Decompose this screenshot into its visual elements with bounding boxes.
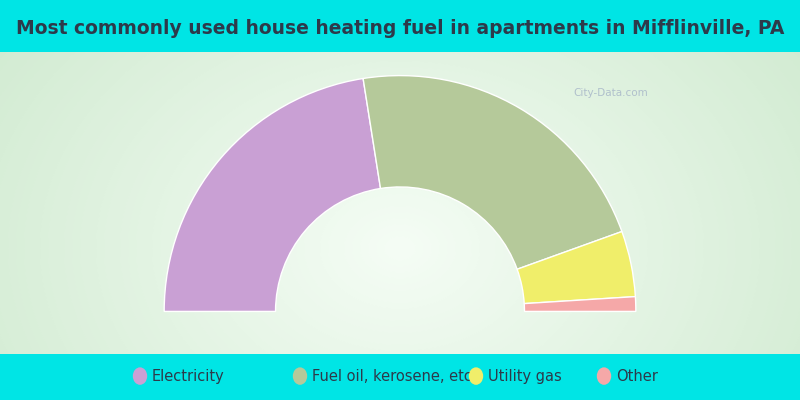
Ellipse shape <box>133 367 147 385</box>
Circle shape <box>232 122 568 375</box>
Circle shape <box>392 242 408 254</box>
Circle shape <box>288 164 512 333</box>
Circle shape <box>296 170 504 327</box>
Text: Other: Other <box>616 368 658 384</box>
Text: Electricity: Electricity <box>152 368 225 384</box>
Circle shape <box>240 128 560 369</box>
Circle shape <box>200 97 600 399</box>
Text: Utility gas: Utility gas <box>488 368 562 384</box>
Circle shape <box>168 73 632 400</box>
Circle shape <box>176 79 624 400</box>
Circle shape <box>224 116 576 381</box>
Circle shape <box>16 0 784 400</box>
Circle shape <box>88 13 712 400</box>
Circle shape <box>80 7 720 400</box>
Circle shape <box>368 224 432 272</box>
Circle shape <box>360 218 440 278</box>
Circle shape <box>104 25 696 400</box>
Circle shape <box>96 19 704 400</box>
Ellipse shape <box>469 367 483 385</box>
Circle shape <box>144 55 656 400</box>
Wedge shape <box>164 78 381 312</box>
Ellipse shape <box>597 367 611 385</box>
Circle shape <box>208 103 592 393</box>
Circle shape <box>384 236 416 260</box>
Circle shape <box>160 67 640 400</box>
Circle shape <box>64 0 736 400</box>
Circle shape <box>128 43 672 400</box>
Text: Most commonly used house heating fuel in apartments in Mifflinville, PA: Most commonly used house heating fuel in… <box>16 19 784 38</box>
Circle shape <box>256 140 544 357</box>
Circle shape <box>376 230 424 266</box>
Circle shape <box>192 91 608 400</box>
Circle shape <box>136 49 664 400</box>
Circle shape <box>352 212 448 284</box>
Circle shape <box>248 134 552 363</box>
Circle shape <box>328 194 472 303</box>
Circle shape <box>216 109 584 387</box>
Circle shape <box>40 0 760 400</box>
Circle shape <box>56 0 744 400</box>
Circle shape <box>304 176 496 321</box>
Circle shape <box>312 182 488 315</box>
Ellipse shape <box>293 367 307 385</box>
Circle shape <box>280 158 520 339</box>
Circle shape <box>72 1 728 400</box>
Circle shape <box>112 31 688 400</box>
Circle shape <box>184 85 616 400</box>
Circle shape <box>32 0 768 400</box>
Circle shape <box>24 0 776 400</box>
Circle shape <box>152 61 648 400</box>
Circle shape <box>120 37 680 400</box>
Text: Fuel oil, kerosene, etc.: Fuel oil, kerosene, etc. <box>312 368 477 384</box>
Circle shape <box>344 206 456 290</box>
Wedge shape <box>363 76 622 269</box>
Circle shape <box>48 0 752 400</box>
Wedge shape <box>517 232 635 304</box>
Text: City-Data.com: City-Data.com <box>574 88 648 98</box>
Circle shape <box>8 0 792 400</box>
Wedge shape <box>524 297 636 312</box>
Circle shape <box>264 146 536 351</box>
Circle shape <box>336 200 464 297</box>
Circle shape <box>272 152 528 345</box>
Circle shape <box>320 188 480 309</box>
